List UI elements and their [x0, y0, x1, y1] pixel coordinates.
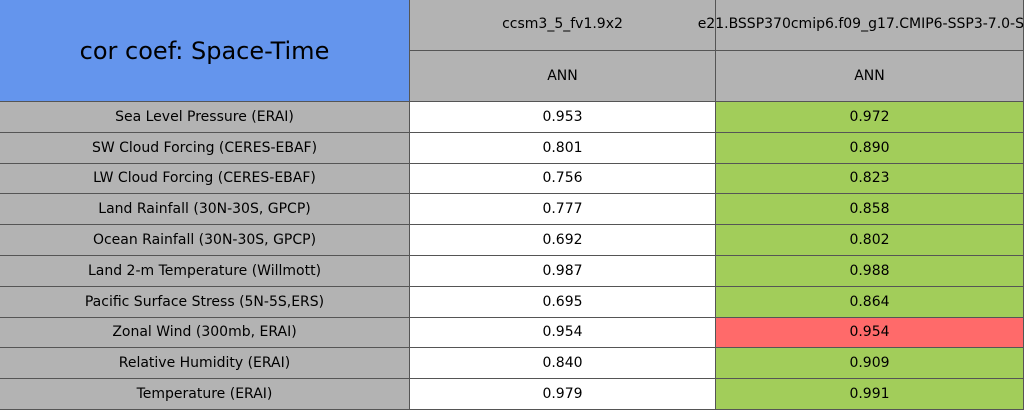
- value-cell-text: 0.756: [542, 170, 583, 187]
- value-cell-text: 0.695: [542, 293, 583, 310]
- column-header-text: e21.BSSP370cmip6.f09_g17.CMIP6-SSP3-7.0-…: [697, 16, 1024, 32]
- value-cell-text: 0.801: [542, 139, 583, 156]
- row-label-text: Ocean Rainfall (30N-30S, GPCP): [92, 232, 317, 249]
- value-cell: 0.858: [716, 194, 1024, 226]
- value-cell: 0.972: [716, 102, 1024, 133]
- column-header: ccsm3_5_fv1.9x2: [410, 0, 716, 51]
- row-label-text: Pacific Surface Stress (5N-5S,ERS): [84, 293, 325, 310]
- value-cell: 0.988: [716, 256, 1024, 287]
- value-cell-text: 0.987: [542, 262, 583, 279]
- value-cell-text: 0.823: [849, 170, 890, 187]
- value-cell: 0.953: [410, 102, 716, 133]
- value-cell: 0.840: [410, 348, 716, 380]
- value-cell: 0.954: [716, 317, 1024, 349]
- column-header: e21.BSSP370cmip6.f09_g17.CMIP6-SSP3-7.0-…: [698, 0, 1024, 51]
- row-label: Relative Humidity (ERAI): [0, 348, 410, 380]
- title-cell: cor coef: Space-Time: [0, 0, 410, 102]
- row-label: Sea Level Pressure (ERAI): [0, 102, 410, 133]
- row-label: Ocean Rainfall (30N-30S, GPCP): [0, 225, 410, 256]
- value-cell-text: 0.954: [542, 324, 583, 341]
- value-cell: 0.823: [716, 163, 1024, 195]
- value-cell-text: 0.972: [849, 108, 890, 125]
- period-header-text: ANN: [854, 68, 885, 84]
- value-cell-text: 0.858: [849, 201, 890, 218]
- title-cell-text: cor coef: Space-Time: [79, 36, 330, 65]
- value-cell: 0.695: [410, 286, 716, 318]
- value-cell-text: 0.954: [849, 324, 890, 341]
- value-cell: 0.979: [410, 379, 716, 410]
- row-label-text: Temperature (ERAI): [136, 386, 273, 403]
- row-label-text: SW Cloud Forcing (CERES-EBAF): [91, 139, 318, 156]
- value-cell: 0.802: [716, 225, 1024, 256]
- value-cell-text: 0.988: [849, 262, 890, 279]
- value-cell-text: 0.692: [542, 232, 583, 249]
- row-label-text: Zonal Wind (300mb, ERAI): [112, 324, 297, 341]
- value-cell: 0.756: [410, 163, 716, 195]
- row-label-text: Land Rainfall (30N-30S, GPCP): [98, 201, 311, 218]
- period-header: ANN: [410, 51, 716, 102]
- row-label: LW Cloud Forcing (CERES-EBAF): [0, 163, 410, 195]
- row-label-text: Land 2-m Temperature (Willmott): [87, 262, 322, 279]
- value-cell-text: 0.991: [849, 386, 890, 403]
- value-cell: 0.987: [410, 256, 716, 287]
- column-header-text: ccsm3_5_fv1.9x2: [502, 16, 623, 32]
- value-cell-text: 0.777: [542, 201, 583, 218]
- row-label: Land 2-m Temperature (Willmott): [0, 256, 410, 287]
- row-label: Land Rainfall (30N-30S, GPCP): [0, 194, 410, 226]
- row-label: Zonal Wind (300mb, ERAI): [0, 317, 410, 349]
- period-header: ANN: [716, 51, 1024, 102]
- value-cell: 0.801: [410, 132, 716, 164]
- value-cell-text: 0.979: [542, 386, 583, 403]
- value-cell-text: 0.953: [542, 108, 583, 125]
- row-label-text: Relative Humidity (ERAI): [118, 355, 291, 372]
- value-cell: 0.909: [716, 348, 1024, 380]
- value-cell: 0.954: [410, 317, 716, 349]
- period-header-text: ANN: [547, 68, 578, 84]
- row-label-text: Sea Level Pressure (ERAI): [115, 108, 294, 125]
- value-cell: 0.890: [716, 132, 1024, 164]
- value-cell-text: 0.890: [849, 139, 890, 156]
- value-cell: 0.777: [410, 194, 716, 226]
- row-label: Temperature (ERAI): [0, 379, 410, 410]
- row-label-text: LW Cloud Forcing (CERES-EBAF): [93, 170, 316, 187]
- value-cell: 0.864: [716, 286, 1024, 318]
- row-label: Pacific Surface Stress (5N-5S,ERS): [0, 286, 410, 318]
- value-cell: 0.991: [716, 379, 1024, 410]
- value-cell-text: 0.864: [849, 293, 890, 310]
- value-cell-text: 0.802: [849, 232, 890, 249]
- value-cell-text: 0.909: [849, 355, 890, 372]
- row-label: SW Cloud Forcing (CERES-EBAF): [0, 132, 410, 164]
- value-cell: 0.692: [410, 225, 716, 256]
- value-cell-text: 0.840: [542, 355, 583, 372]
